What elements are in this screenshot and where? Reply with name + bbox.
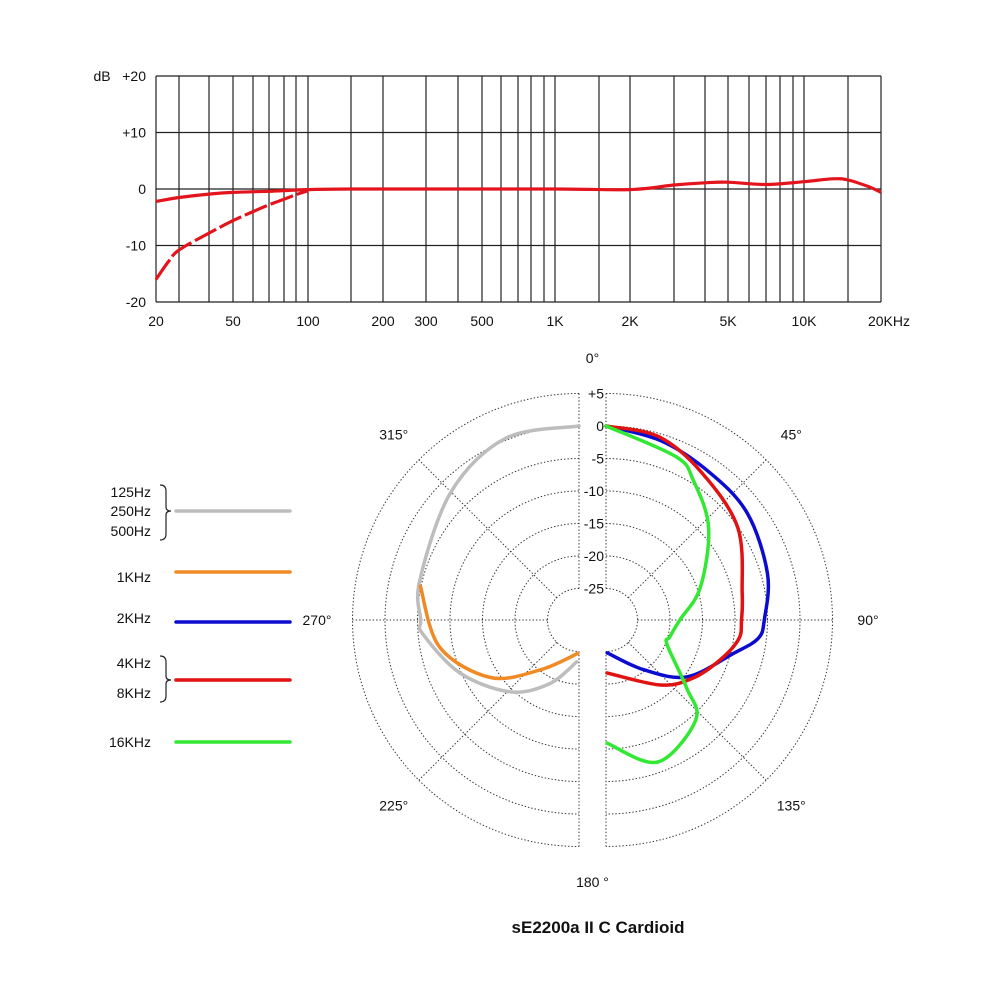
x-tick-label: 2K [621,313,639,329]
radial-tick-label: -25 [584,581,604,597]
radial-tick-label: +5 [588,386,604,402]
polar-series-16khz [604,424,711,765]
ring-left [547,588,580,652]
x-tick-label: 300 [414,313,438,329]
legend: 125Hz 250Hz 500Hz 1KHz 2KHz 4KHz 8KHz 16KHz [109,484,292,750]
radial-tick-label: -20 [584,548,604,564]
legend-item: 16KHz [109,734,292,750]
brace-icon [159,484,172,541]
polar-series-125hz-250hz-500hz [415,424,581,694]
angle-label: 0° [586,350,599,366]
y-tick-label: -10 [126,238,146,254]
legend-label: 500Hz [111,523,151,539]
polar-curves [415,424,771,765]
frequency-response-curves [154,177,882,281]
x-tick-label: 5K [719,313,737,329]
legend-item: 2KHz [117,610,292,626]
x-tick-label: 50 [225,313,241,329]
x-tick-label: 200 [371,313,395,329]
polar-series-1khz [418,584,580,681]
series-line-low-cut [154,189,309,281]
polar-series-4khz-8khz [604,424,745,687]
x-tick-label: 500 [470,313,494,329]
polar-grid [352,393,833,847]
legend-item: 1KHz [117,569,292,585]
legend-label: 125Hz [111,484,151,500]
x-tick-label: 20 [148,313,164,329]
spoke-45 [627,459,767,599]
ring-right [605,523,703,717]
spoke-315 [418,459,558,599]
y-tick-label: 0 [138,181,146,197]
brace-icon [159,655,172,703]
ring-right [605,458,768,782]
legend-item: 4KHz 8KHz [117,655,292,703]
legend-label: 250Hz [111,503,151,519]
ring-left [482,523,580,717]
legend-label: 16KHz [109,734,151,750]
polar-chart-title: sE2200a II C Cardioid [512,918,685,937]
radial-tick-label: 0 [596,418,604,434]
legend-item: 125Hz 250Hz 500Hz [111,484,292,541]
series-line-response [155,177,882,203]
y-tick-label: -20 [126,294,146,310]
angle-label: 270° [303,612,332,628]
ring-left [417,458,580,782]
angle-label: 90° [857,612,878,628]
x-tick-label: 100 [296,313,320,329]
x-tick-label: 10K [792,313,818,329]
legend-label: 1KHz [117,569,151,585]
ring-right [605,588,638,652]
legend-label: 8KHz [117,685,151,701]
ring-left [449,490,580,750]
radial-tick-label: -5 [592,451,605,467]
y-tick-label: +10 [122,125,146,141]
polar-labels: +5 0 -5 -10 -15 -20 -25 0° 45° 90° 135° 180 ° 225° 27… [303,350,879,890]
x-tick-label: 20KHz [868,313,910,329]
angle-label: 45° [781,427,802,443]
radial-tick-label: -15 [584,516,604,532]
legend-label: 4KHz [117,655,151,671]
angle-label: 225° [379,797,408,813]
angle-label: 315° [379,427,408,443]
y-tick-label: +20 [122,68,146,84]
y-axis-unit-label: dB [93,68,110,84]
legend-label: 2KHz [117,610,151,626]
x-tick-label: 1K [546,313,564,329]
polar-series-2khz [604,424,771,680]
ring-right [605,490,736,750]
angle-label: 135° [777,797,806,813]
angle-label: 180 ° [576,874,609,890]
radial-tick-label: -10 [584,483,604,499]
